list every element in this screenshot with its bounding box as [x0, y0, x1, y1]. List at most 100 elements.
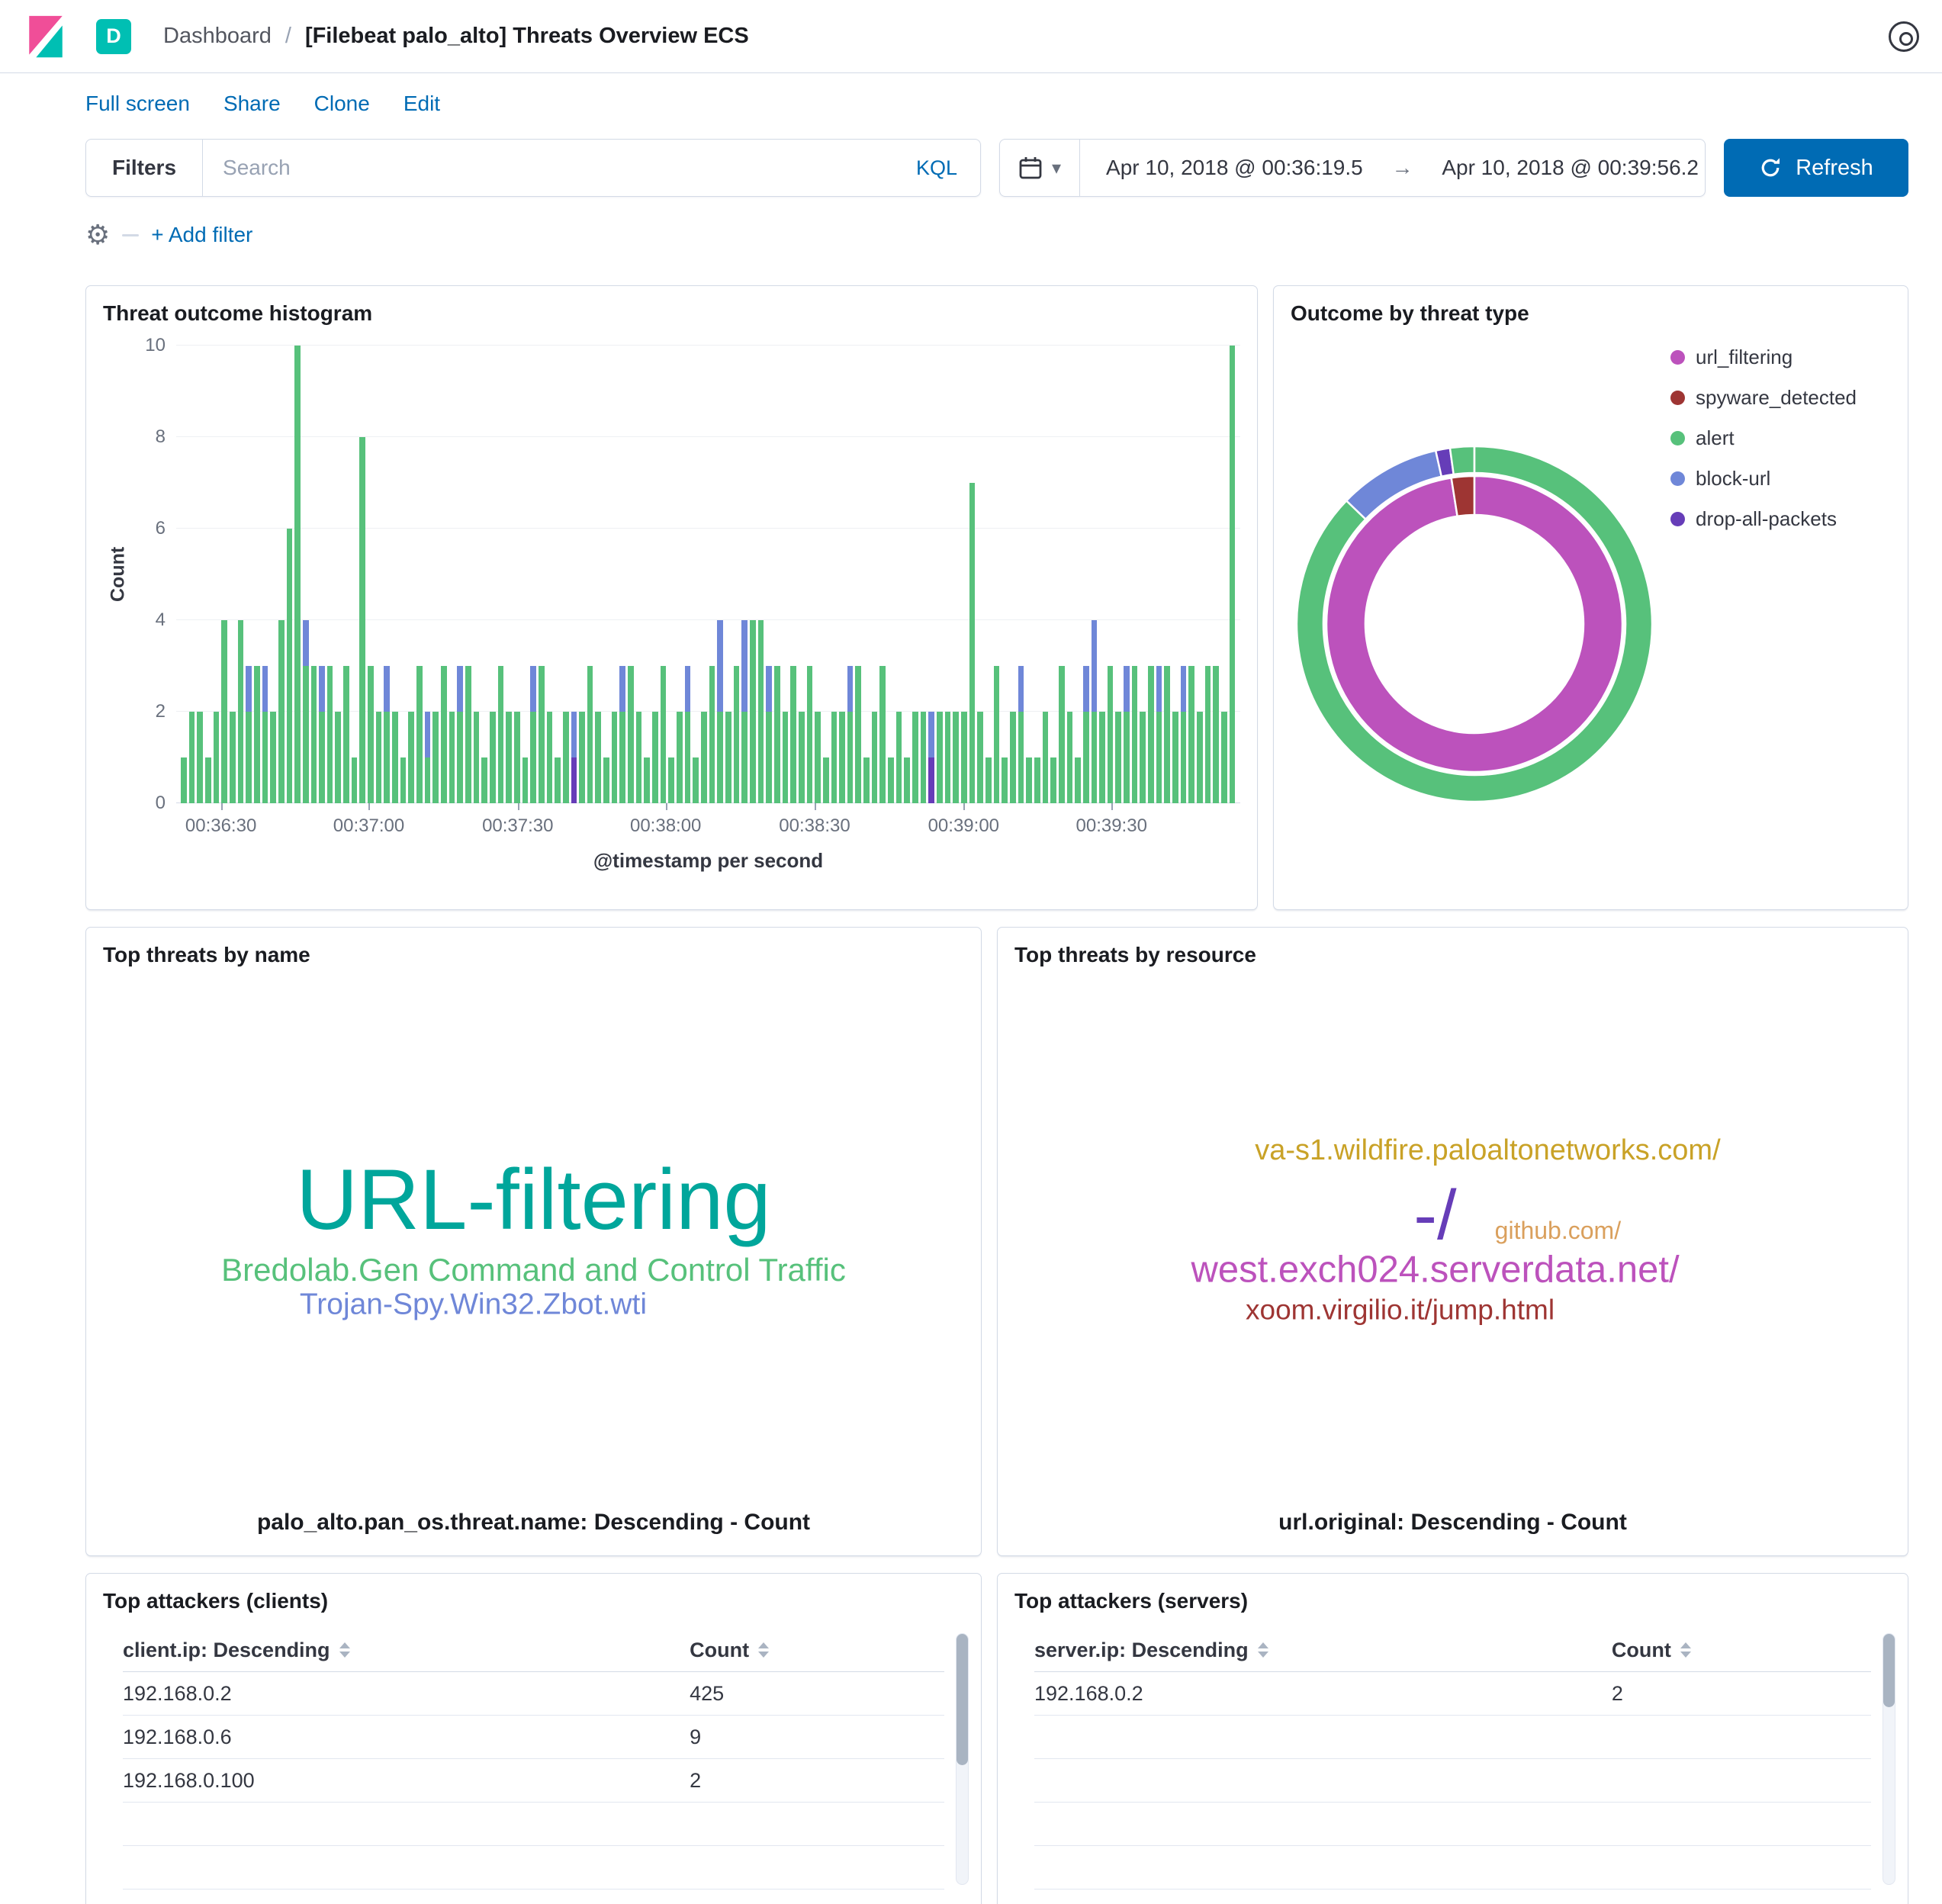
- histogram-bar[interactable]: [432, 346, 439, 803]
- legend-item-url-filtering[interactable]: url_filtering: [1670, 346, 1857, 369]
- table-row[interactable]: 192.168.0.100 2: [123, 1759, 944, 1803]
- histogram-bar[interactable]: [1107, 346, 1114, 803]
- histogram-bar[interactable]: [635, 346, 642, 803]
- histogram-bar[interactable]: [937, 346, 943, 803]
- histogram-bar[interactable]: [977, 346, 983, 803]
- histogram-bar[interactable]: [928, 346, 935, 803]
- kql-switch[interactable]: KQL: [915, 156, 957, 179]
- histogram-bar[interactable]: [733, 346, 740, 803]
- histogram-bar[interactable]: [1156, 346, 1162, 803]
- histogram-bar[interactable]: [181, 346, 187, 803]
- histogram-bar[interactable]: [1148, 346, 1154, 803]
- histogram-bar[interactable]: [1009, 346, 1016, 803]
- histogram-bar[interactable]: [1091, 346, 1098, 803]
- legend-item-spyware-detected[interactable]: spyware_detected: [1670, 386, 1857, 410]
- tag[interactable]: -/: [1413, 1176, 1457, 1254]
- histogram-bar[interactable]: [1034, 346, 1040, 803]
- histogram-bar[interactable]: [1229, 346, 1236, 803]
- histogram-bar[interactable]: [953, 346, 959, 803]
- histogram-bar[interactable]: [863, 346, 870, 803]
- tag[interactable]: Trojan-Spy.Win32.Zbot.wti: [299, 1288, 648, 1321]
- kibana-logo-icon[interactable]: [23, 14, 69, 60]
- add-filter-button[interactable]: + Add filter: [151, 223, 253, 246]
- histogram-bar[interactable]: [1058, 346, 1065, 803]
- histogram-bar[interactable]: [1050, 346, 1056, 803]
- histogram-bar[interactable]: [1042, 346, 1049, 803]
- histogram-bar[interactable]: [1026, 346, 1032, 803]
- histogram-bar[interactable]: [229, 346, 236, 803]
- histogram-bar[interactable]: [595, 346, 602, 803]
- histogram-bar[interactable]: [270, 346, 276, 803]
- donut-slice-url_filtering[interactable]: [1325, 474, 1624, 774]
- histogram-bar[interactable]: [530, 346, 536, 803]
- tag[interactable]: Bredolab.Gen Command and Control Traffic: [221, 1251, 846, 1288]
- refresh-button[interactable]: Refresh: [1724, 139, 1908, 197]
- histogram-bar[interactable]: [506, 346, 512, 803]
- histogram-bar[interactable]: [384, 346, 391, 803]
- histogram-bar[interactable]: [449, 346, 455, 803]
- histogram-bar[interactable]: [197, 346, 203, 803]
- histogram-bar[interactable]: [815, 346, 821, 803]
- histogram-bar[interactable]: [717, 346, 723, 803]
- search-input[interactable]: [203, 140, 893, 196]
- histogram-bar[interactable]: [619, 346, 626, 803]
- histogram-bar[interactable]: [895, 346, 902, 803]
- histogram-bar[interactable]: [693, 346, 699, 803]
- space-avatar[interactable]: D: [96, 18, 131, 54]
- sort-icon[interactable]: [1257, 1642, 1268, 1658]
- histogram-bar[interactable]: [359, 346, 366, 803]
- histogram-bar[interactable]: [1131, 346, 1138, 803]
- histogram-bar[interactable]: [855, 346, 862, 803]
- tag[interactable]: URL-filtering: [296, 1152, 771, 1248]
- histogram-bar[interactable]: [677, 346, 683, 803]
- histogram-bar[interactable]: [1188, 346, 1195, 803]
- histogram-bar[interactable]: [773, 346, 780, 803]
- tag[interactable]: github.com/: [1494, 1216, 1622, 1244]
- histogram-bar[interactable]: [213, 346, 220, 803]
- histogram-bar[interactable]: [408, 346, 415, 803]
- histogram-bar[interactable]: [375, 346, 382, 803]
- menu-edit[interactable]: Edit: [403, 92, 441, 115]
- histogram-bar[interactable]: [1197, 346, 1203, 803]
- histogram-bar[interactable]: [644, 346, 651, 803]
- tag[interactable]: xoom.virgilio.it/jump.html: [1246, 1294, 1555, 1326]
- histogram-bar[interactable]: [1204, 346, 1211, 803]
- histogram-bar[interactable]: [1082, 346, 1089, 803]
- histogram-bar[interactable]: [847, 346, 854, 803]
- histogram-bar[interactable]: [920, 346, 927, 803]
- histogram-bar[interactable]: [587, 346, 593, 803]
- histogram-bar[interactable]: [790, 346, 796, 803]
- histogram-bar[interactable]: [1164, 346, 1171, 803]
- histogram-bar[interactable]: [839, 346, 845, 803]
- histogram-bar[interactable]: [1018, 346, 1024, 803]
- histogram-bar[interactable]: [1124, 346, 1130, 803]
- donut-chart[interactable]: [1295, 445, 1654, 803]
- histogram-bar[interactable]: [944, 346, 951, 803]
- histogram-bar[interactable]: [204, 346, 211, 803]
- histogram-bar[interactable]: [441, 346, 447, 803]
- date-range-start[interactable]: Apr 10, 2018 @ 00:36:19.5: [1106, 156, 1363, 179]
- histogram-bar[interactable]: [343, 346, 349, 803]
- legend-item-alert[interactable]: alert: [1670, 426, 1857, 450]
- histogram-bar[interactable]: [1066, 346, 1073, 803]
- histogram-bar[interactable]: [278, 346, 285, 803]
- histogram-bar[interactable]: [457, 346, 463, 803]
- histogram-bar[interactable]: [1140, 346, 1146, 803]
- histogram-bar[interactable]: [725, 346, 731, 803]
- histogram-bar[interactable]: [286, 346, 293, 803]
- histogram-bar[interactable]: [424, 346, 431, 803]
- histogram-bar[interactable]: [1002, 346, 1008, 803]
- breadcrumb-dashboard[interactable]: Dashboard: [163, 24, 272, 48]
- histogram-bar[interactable]: [319, 346, 325, 803]
- menu-share[interactable]: Share: [223, 92, 281, 115]
- histogram-bar[interactable]: [668, 346, 675, 803]
- sort-icon[interactable]: [758, 1642, 770, 1658]
- histogram-bar[interactable]: [473, 346, 480, 803]
- date-range-end[interactable]: Apr 10, 2018 @ 00:39:56.2: [1442, 156, 1699, 179]
- histogram-bar[interactable]: [221, 346, 227, 803]
- histogram-bar[interactable]: [555, 346, 561, 803]
- histogram-bar[interactable]: [652, 346, 658, 803]
- table-row[interactable]: 192.168.0.2 2: [1034, 1672, 1871, 1716]
- histogram-bar[interactable]: [611, 346, 618, 803]
- histogram-bar[interactable]: [757, 346, 764, 803]
